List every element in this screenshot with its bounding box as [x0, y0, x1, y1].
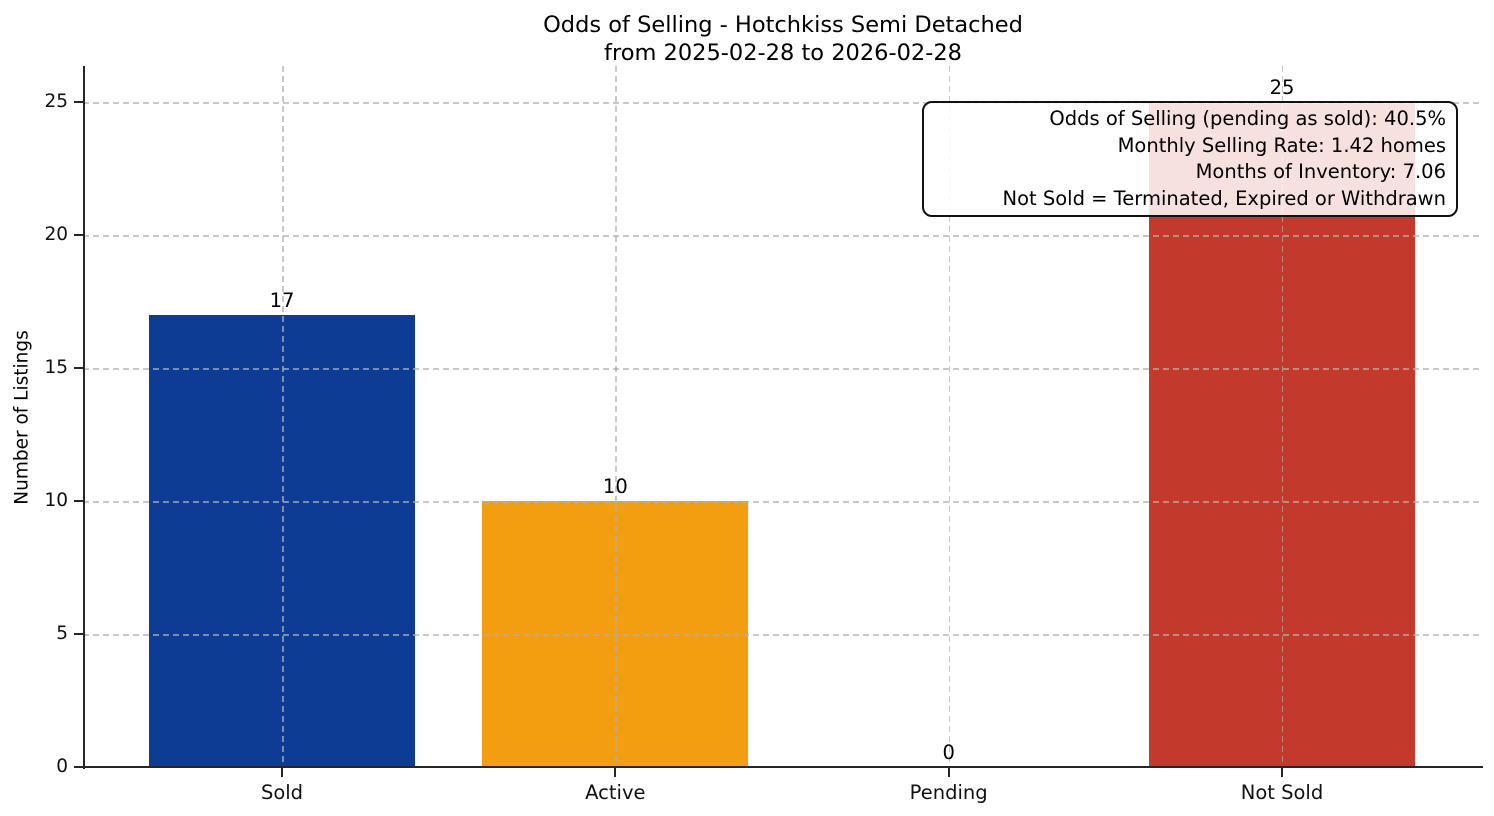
- v-gridline: [615, 66, 617, 767]
- annotation-odds-of-selling: Odds of Selling (pending as sold): 40.5%: [1049, 107, 1446, 130]
- y-tick-label: 20: [44, 224, 68, 245]
- x-tick-label-not-sold: Not Sold: [1240, 781, 1324, 804]
- y-tick: [74, 633, 83, 635]
- v-gridline: [282, 66, 284, 767]
- y-axis-label: Number of Listings: [11, 330, 33, 505]
- x-axis-spine: [83, 766, 1483, 768]
- bar-value-label-not-sold: 25: [1269, 76, 1295, 99]
- h-gridline: [83, 235, 1483, 237]
- y-tick: [74, 500, 83, 502]
- v-gridline: [948, 66, 951, 767]
- chart-title-block: Odds of Selling - Hotchkiss Semi Detache…: [84, 11, 1482, 67]
- x-tick-label-active: Active: [585, 781, 646, 804]
- stats-annotation-box: Odds of Selling (pending as sold): 40.5%…: [922, 101, 1458, 217]
- h-gridline: [83, 501, 1483, 503]
- annotation-not-sold-definition: Not Sold = Terminated, Expired or Withdr…: [1002, 186, 1446, 210]
- x-tick: [614, 768, 617, 777]
- x-tick: [1280, 768, 1283, 777]
- y-tick: [74, 234, 83, 236]
- bar-value-label-pending: 0: [942, 741, 955, 764]
- y-tick: [74, 101, 83, 103]
- x-tick-label-sold: Sold: [260, 781, 304, 804]
- y-tick-label: 10: [44, 490, 68, 511]
- y-tick-label: 15: [44, 357, 68, 378]
- annotation-months-of-inventory: Months of Inventory: 7.06: [1195, 160, 1446, 183]
- y-tick: [74, 367, 83, 369]
- x-tick: [281, 768, 283, 777]
- chart-subtitle: from 2025-02-28 to 2026-02-28: [604, 40, 962, 66]
- x-tick: [947, 768, 950, 777]
- chart-title: Odds of Selling - Hotchkiss Semi Detache…: [543, 12, 1023, 38]
- y-tick-label: 25: [44, 91, 68, 112]
- x-tick-label-pending: Pending: [909, 781, 988, 804]
- bar-value-label-active: 10: [602, 475, 628, 498]
- v-gridline: [1281, 66, 1284, 767]
- h-gridline: [83, 102, 1483, 104]
- y-tick-label: 0: [56, 756, 68, 777]
- h-gridline: [83, 634, 1483, 636]
- h-gridline: [83, 368, 1483, 370]
- y-axis-spine: [83, 66, 85, 769]
- y-tick-label: 5: [56, 623, 68, 644]
- y-tick: [74, 766, 83, 768]
- bar-value-label-sold: 17: [269, 288, 295, 312]
- annotation-monthly-selling-rate: Monthly Selling Rate: 1.42 homes: [1117, 133, 1446, 157]
